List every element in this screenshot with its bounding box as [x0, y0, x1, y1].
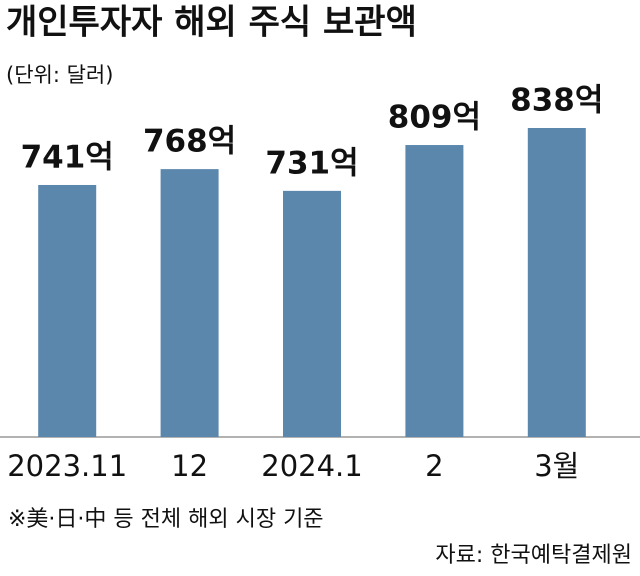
- value-label: 741억: [21, 139, 114, 175]
- x-tick-label: 2023.11: [7, 449, 127, 483]
- chart-title: 개인투자자 해외 주식 보관액: [6, 3, 417, 43]
- x-tick-label: 12: [171, 449, 208, 483]
- x-tick-label: 2: [425, 449, 443, 483]
- bar: [527, 128, 586, 437]
- bar: [283, 190, 341, 437]
- value-label: 809억: [388, 100, 481, 136]
- footnote: ※美·日·中 등 전체 해외 시장 기준: [8, 507, 324, 532]
- bar: [405, 145, 464, 437]
- x-tick-label: 3월: [534, 449, 579, 483]
- value-label: 768억: [143, 124, 236, 160]
- value-label: 838억: [510, 83, 603, 119]
- bar: [160, 169, 219, 437]
- x-tick-label: 2024.1: [261, 449, 362, 483]
- chart-subtitle: (단위: 달러): [6, 63, 113, 87]
- source: 자료: 한국예탁결제원: [435, 543, 632, 568]
- bar: [38, 184, 97, 437]
- value-label: 731억: [265, 145, 358, 181]
